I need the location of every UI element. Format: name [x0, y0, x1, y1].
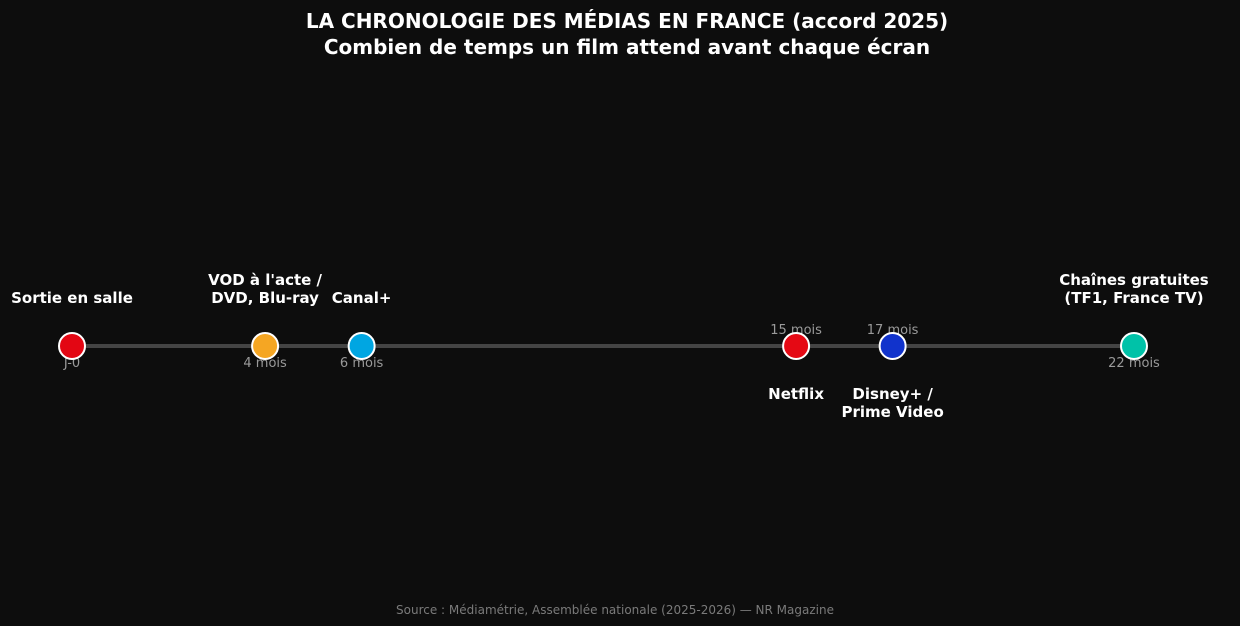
media-label-line: (TF1, France TV)	[1064, 289, 1203, 307]
media-label: Netflix	[768, 385, 824, 403]
media-label-line: Canal+	[332, 289, 392, 307]
delay-label: 6 mois	[340, 356, 384, 371]
media-label: Disney+ / Prime Video	[842, 385, 944, 421]
media-label-line: DVD, Blu-ray	[211, 289, 319, 307]
delay-label: 17 mois	[867, 323, 919, 338]
timeline-marker	[1120, 332, 1148, 360]
timeline-marker	[878, 332, 907, 360]
source-note: Source : Médiamétrie, Assemblée national…	[396, 603, 834, 617]
timeline-marker	[58, 332, 86, 360]
media-label-line: Sortie en salle	[11, 289, 133, 307]
timeline-marker	[347, 332, 376, 360]
media-label-line: Prime Video	[842, 403, 944, 421]
timeline-marker	[251, 332, 280, 360]
media-label: Sortie en salle	[11, 289, 133, 307]
media-label-line: VOD à l'acte /	[208, 271, 322, 289]
media-label-line: Disney+ /	[852, 385, 933, 403]
media-label: Canal+	[332, 289, 392, 307]
media-label-line: Chaînes gratuites	[1059, 271, 1209, 289]
delay-label: 4 mois	[243, 356, 287, 371]
delay-label: J-0	[63, 356, 80, 371]
delay-label: 15 mois	[770, 323, 822, 338]
media-label: Chaînes gratuites (TF1, France TV)	[1059, 271, 1209, 307]
media-label: VOD à l'acte / DVD, Blu-ray	[208, 271, 322, 307]
timeline-layer: J-0 Sortie en salle 4 mois VOD à l'acte / DV…	[11, 271, 1209, 421]
media-label-line: Netflix	[768, 385, 824, 403]
timeline-marker	[782, 332, 811, 360]
chart-title: LA CHRONOLOGIE DES MÉDIAS EN FRANCE (acc…	[306, 9, 948, 33]
chart-subtitle: Combien de temps un film attend avant ch…	[324, 35, 930, 59]
delay-label: 22 mois	[1108, 356, 1160, 371]
